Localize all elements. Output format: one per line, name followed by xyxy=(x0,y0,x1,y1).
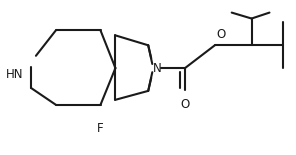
Text: F: F xyxy=(97,122,104,135)
Text: HN: HN xyxy=(6,68,23,81)
Text: O: O xyxy=(180,98,190,111)
Text: O: O xyxy=(217,28,226,41)
Text: N: N xyxy=(153,62,162,75)
